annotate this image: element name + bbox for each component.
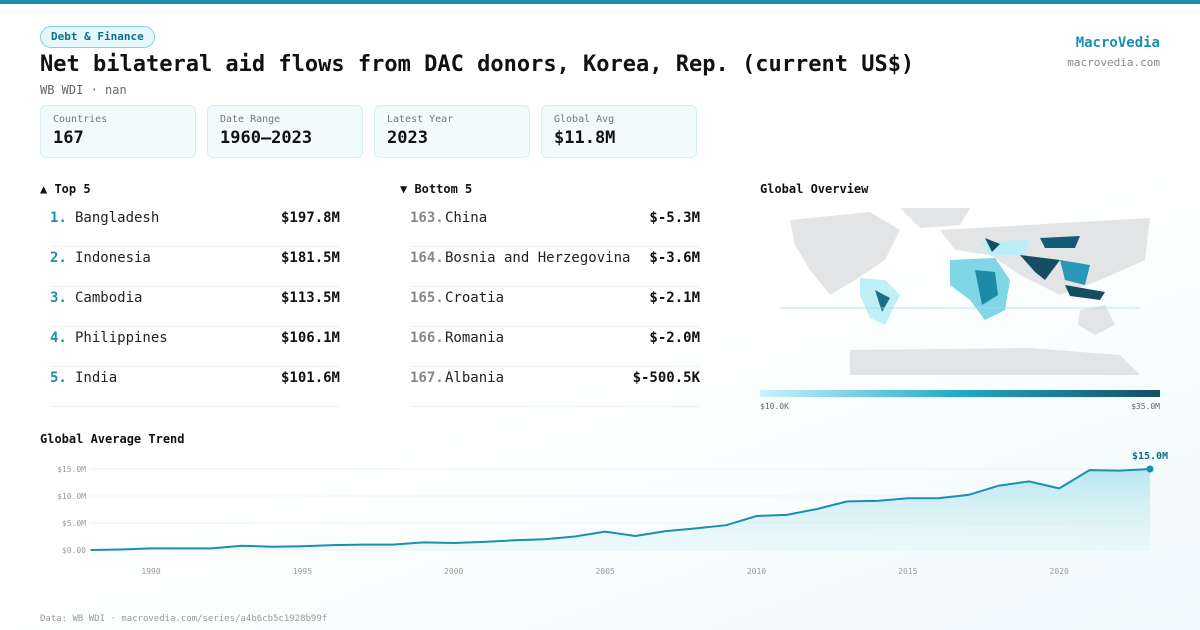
rank: 5. [50,370,67,386]
list-row: 165. Croatia $-2.1M [410,286,700,327]
map: $10.0K $35.0M [760,208,1160,411]
site: macrovedia.com [1067,56,1160,69]
value: $-2.1M [649,290,700,306]
top-title: ▲ Top 5 [40,182,91,196]
stat-value: 167 [53,128,84,148]
value: $-3.6M [649,250,700,266]
value: $-2.0M [649,330,700,346]
line [90,468,1151,551]
x-tick-label: 2015 [898,567,917,576]
value: $101.6M [280,370,340,386]
list-row: 4. Philippines $106.1M [50,326,340,367]
end-point [1146,465,1154,473]
footer: Data: WB WDI · macrovedia.com/series/a4b… [40,614,328,624]
list-row: 163. China $-5.3M [410,206,700,247]
country: Bangladesh [75,210,160,226]
subtitle: WB WDI · nan [40,83,127,97]
rank: 2. [50,250,67,266]
stat-value: 1960–2023 [220,128,313,148]
y-tick-label: $10.0M [57,492,86,501]
map-title: Global Overview [760,182,869,196]
x-tick-label: 1990 [141,567,160,576]
rank: 3. [50,290,67,306]
stat-label: Countries [53,114,108,125]
brand: MacroVedia [1075,35,1160,51]
country: Albania [445,370,505,386]
stat-label: Date Range [220,114,281,125]
country: India [75,370,118,386]
list-row: 166. Romania $-2.0M [410,326,700,367]
rank: 167. [410,370,444,386]
stat-card: Global Avg $11.8M [541,105,697,158]
x-tick-label: 2005 [595,567,614,576]
rank: 163. [410,210,444,226]
country: Indonesia [75,250,151,266]
stat-value: 2023 [387,128,428,148]
area [90,469,1150,550]
data-regions [860,236,1105,325]
x-tick-label: 1995 [293,567,312,576]
list-row: 1. Bangladesh $197.8M [50,206,340,247]
country: Croatia [445,290,505,306]
y-tick-label: $15.0M [57,465,86,474]
x-tick-label: 2020 [1050,567,1069,576]
category-tag: Debt & Finance [40,26,155,48]
x-tick-label: 2010 [747,567,766,576]
rank: 164. [410,250,444,266]
stat-card: Countries 167 [40,105,196,158]
country: Romania [445,330,505,346]
stat-label: Global Avg [554,114,615,125]
stat-card: Date Range 1960–2023 [207,105,363,158]
list-row: 3. Cambodia $113.5M [50,286,340,327]
stat-card: Latest Year 2023 [374,105,530,158]
bottom-title: ▼ Bottom 5 [400,182,473,196]
land [790,208,1150,375]
value: $106.1M [280,330,340,346]
top-bar [0,0,1200,4]
legend-min: $10.0K [760,402,789,411]
value: $-500.5K [632,370,700,386]
y-tick-label: $0.00 [62,546,86,555]
rank: 166. [410,330,444,346]
country: Cambodia [75,290,143,306]
country: Bosnia and Herzegovina [445,250,631,266]
rank: 165. [410,290,444,306]
stat-value: $11.8M [554,128,616,148]
trend-chart: $0.00 $5.0M $10.0M $15.0M 1990 1995 2000 2005 20… [57,451,1168,576]
country: China [445,210,488,226]
country: Philippines [75,330,168,346]
list-row: 2. Indonesia $181.5M [50,246,340,287]
value: $181.5M [280,250,340,266]
list-row: 167. Albania $-500.5K [410,366,700,407]
stat-label: Latest Year [387,114,454,125]
rank: 1. [50,210,67,226]
legend-max: $35.0M [1131,402,1160,411]
title: Net bilateral aid flows from DAC donors,… [40,52,915,77]
value-label: $15.0M [1132,451,1168,462]
color-scale [760,390,1160,397]
x-tick-label: 2000 [444,567,463,576]
value: $113.5M [280,290,340,306]
value: $197.8M [280,210,340,226]
list-row: 5. India $101.6M [50,366,340,407]
y-tick-label: $5.0M [62,519,86,528]
value: $-5.3M [649,210,700,226]
list-row: 164. Bosnia and Herzegovina $-3.6M [410,246,700,287]
rank: 4. [50,330,67,346]
chart-title: Global Average Trend [40,432,185,446]
